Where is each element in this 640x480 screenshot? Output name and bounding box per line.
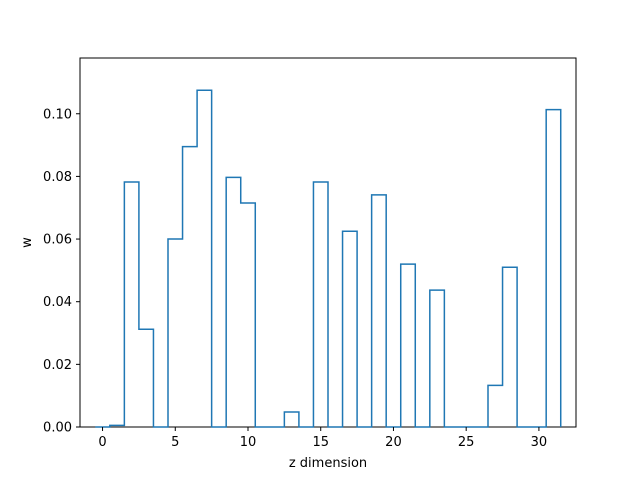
- y-tick-label: 0.04: [43, 295, 72, 310]
- x-axis-label: z dimension: [289, 456, 367, 471]
- bar: [124, 182, 139, 427]
- x-tick-label: 30: [531, 435, 548, 450]
- y-axis-ticks: 0.00 0.02 0.04 0.06 0.08 0.10: [43, 107, 80, 436]
- y-tick-label: 0.08: [43, 170, 72, 185]
- bar: [226, 177, 241, 427]
- y-axis-label: w: [20, 237, 35, 248]
- bar: [139, 329, 154, 427]
- bar: [488, 385, 503, 427]
- x-tick-label: 10: [240, 435, 257, 450]
- bar: [183, 147, 198, 427]
- bar: [284, 412, 299, 427]
- bar: [503, 267, 518, 427]
- y-tick-label: 0.00: [43, 421, 72, 436]
- x-tick-label: 15: [312, 435, 329, 450]
- y-tick-label: 0.10: [43, 107, 72, 122]
- x-axis-ticks: 0 5 10 15 20 25 30: [98, 427, 547, 450]
- y-tick-label: 0.06: [43, 233, 72, 248]
- x-tick-label: 25: [458, 435, 475, 450]
- bar: [197, 90, 212, 427]
- y-tick-label: 0.02: [43, 358, 72, 373]
- series-line: [95, 89, 562, 428]
- step-series: [95, 89, 562, 428]
- bar: [168, 239, 183, 427]
- bar: [241, 203, 256, 427]
- x-tick-label: 0: [98, 435, 106, 450]
- x-tick-label: 5: [171, 435, 179, 450]
- bar: [372, 195, 387, 427]
- bar: [430, 290, 445, 427]
- bar: [313, 182, 328, 427]
- x-tick-label: 20: [385, 435, 402, 450]
- bar: [110, 425, 125, 427]
- bar: [546, 110, 561, 427]
- bar: [401, 264, 416, 427]
- bar: [343, 231, 358, 427]
